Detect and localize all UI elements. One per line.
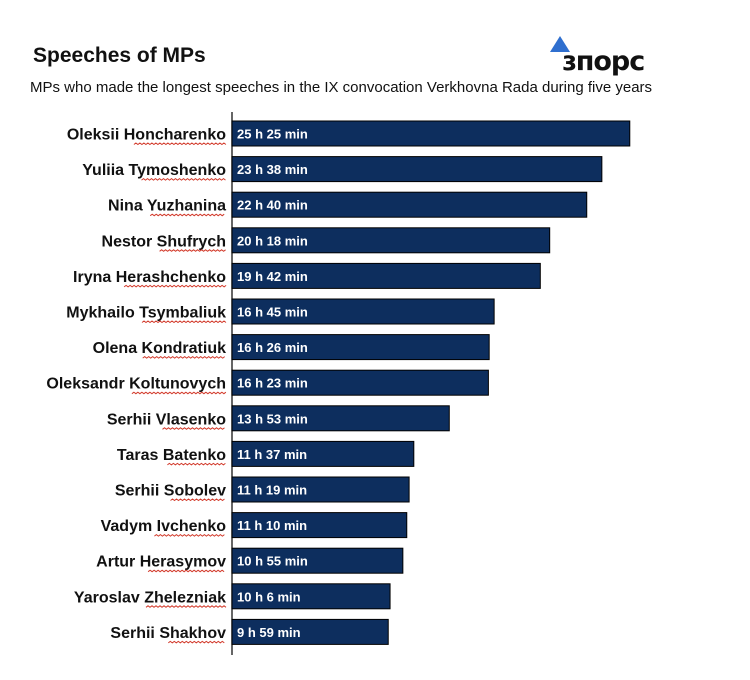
bar-value-label: 16 h 45 min — [237, 305, 308, 320]
bar — [231, 227, 551, 254]
category-label: Oleksandr Koltunovych — [46, 376, 226, 393]
spellcheck-squiggle — [142, 355, 225, 359]
bar-value-label: 22 h 40 min — [237, 198, 308, 213]
category-label: Vadym Ivchenko — [101, 518, 227, 535]
category-label: Nina Yuzhanina — [108, 198, 226, 215]
spellcheck-squiggle — [145, 605, 227, 608]
bar — [231, 156, 603, 183]
category-label: Serhii Shakhov — [110, 625, 226, 642]
brand-logo: ɜпорс — [550, 36, 660, 77]
category-label: Mykhailo Tsymbaliuk — [66, 305, 226, 322]
bar-value-label: 10 h 6 min — [237, 589, 301, 604]
spellcheck-squiggle — [159, 249, 226, 252]
spellcheck-squiggle — [141, 177, 226, 181]
bar — [231, 405, 450, 432]
category-label: Artur Herasymov — [96, 554, 226, 571]
spellcheck-squiggle — [123, 284, 227, 288]
chart-subtitle: MPs who made the longest speeches in the… — [30, 79, 653, 96]
bar-value-label: 11 h 10 min — [237, 518, 307, 533]
category-label: Yuliia Tymoshenko — [82, 162, 226, 179]
bar — [231, 583, 391, 610]
spellcheck-squiggle — [149, 213, 225, 217]
bar-value-label: 25 h 25 min — [237, 127, 308, 142]
spellcheck-squiggle — [133, 142, 227, 146]
bar — [231, 191, 588, 218]
bar — [231, 440, 415, 467]
bar-value-label: 16 h 23 min — [237, 376, 308, 391]
category-label: Nestor Shufrych — [102, 233, 226, 250]
category-label: Taras Batenko — [117, 447, 226, 464]
bar-value-label: 11 h 37 min — [237, 447, 307, 462]
category-label: Iryna Herashchenko — [73, 269, 226, 286]
spellcheck-squiggle — [168, 640, 225, 644]
category-label: Yaroslav Zhelezniak — [74, 589, 226, 606]
bar — [231, 334, 490, 361]
bar-value-label: 16 h 26 min — [237, 340, 308, 355]
category-label: Olena Kondratiuk — [93, 340, 226, 357]
triangle-icon — [550, 36, 570, 52]
bar — [231, 262, 541, 289]
spellcheck-squiggle — [154, 533, 225, 537]
category-label: Oleksii Honcharenko — [67, 127, 226, 144]
bar-value-label: 11 h 19 min — [237, 483, 307, 498]
logo-text: ɜпорс — [562, 46, 645, 77]
chart-title: Speeches of MPs — [33, 44, 206, 67]
spellcheck-squiggle — [141, 320, 227, 324]
bar — [231, 298, 495, 325]
bar-value-label: 19 h 42 min — [237, 269, 308, 284]
bar — [231, 512, 408, 539]
bar-value-label: 23 h 38 min — [237, 162, 308, 177]
bar-value-label: 10 h 55 min — [237, 554, 308, 569]
bar — [231, 547, 404, 574]
spellcheck-squiggle — [162, 427, 225, 430]
bar — [231, 120, 631, 147]
category-label: Serhii Vlasenko — [107, 411, 226, 428]
bar-value-label: 13 h 53 min — [237, 411, 308, 426]
bar — [231, 476, 410, 503]
spellcheck-squiggle — [131, 391, 227, 395]
spellcheck-squiggle — [147, 569, 225, 573]
bar-value-label: 20 h 18 min — [237, 233, 308, 248]
spellcheck-squiggle — [170, 498, 225, 502]
category-label: Serhii Sobolev — [115, 483, 226, 500]
spellcheck-squiggle — [167, 462, 226, 466]
bar-value-label: 9 h 59 min — [237, 625, 301, 640]
bar — [231, 369, 489, 396]
bar — [231, 618, 389, 645]
